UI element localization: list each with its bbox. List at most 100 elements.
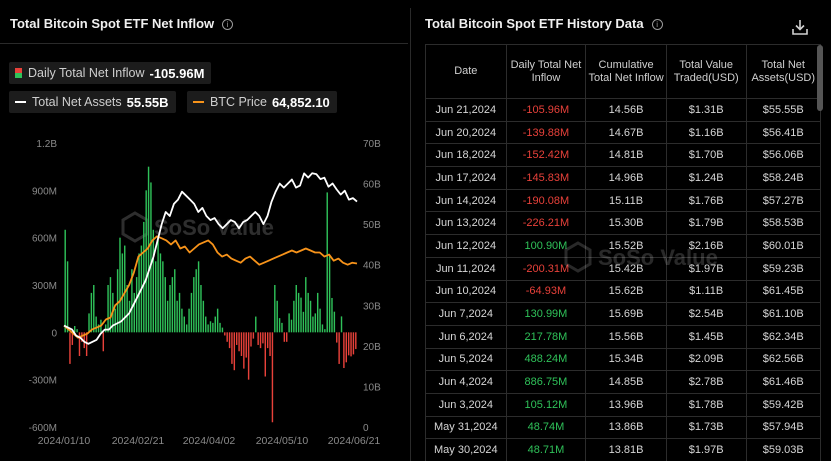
table-cell: Jun 21,2024 <box>425 98 507 122</box>
table-row[interactable]: May 30,2024 48.71M 13.81B $1.97B $59.03B <box>425 438 821 461</box>
inflow-bar <box>224 332 226 336</box>
y-left-tick-label: 900M <box>32 186 57 197</box>
table-cell: $55.55B <box>745 98 821 122</box>
table-cell: 15.34B <box>585 347 667 372</box>
inflow-bar <box>345 332 347 363</box>
table-cell: Jun 17,2024 <box>425 166 507 190</box>
y-right-tick-label: 60B <box>363 180 381 191</box>
inflow-bar <box>195 269 197 333</box>
legend-daily-inflow[interactable]: Daily Total Net Inflow -105.96M <box>9 62 212 84</box>
table-row[interactable]: Jun 18,2024 -152.42M 14.81B $1.70B $56.06B <box>425 143 821 168</box>
table-row[interactable]: Jun 13,2024 -226.21M 15.30B $1.79B $58.53B <box>425 211 821 236</box>
y-right-tick-label: 20B <box>363 342 381 353</box>
inflow-bar <box>193 277 195 333</box>
table-cell: $61.10B <box>745 302 821 326</box>
info-icon[interactable]: i <box>222 19 234 30</box>
table-row[interactable]: Jun 4,2024 886.75M 14.85B $2.78B $61.46B <box>425 370 821 394</box>
column-header[interactable]: Daily Total Net Inflow <box>505 44 587 99</box>
table-cell: $1.76B <box>665 188 747 213</box>
table-cell: 15.52B <box>585 234 667 258</box>
table-cell: $1.73B <box>665 415 747 440</box>
table-cell: May 30,2024 <box>425 438 507 461</box>
inflow-bar <box>352 332 355 355</box>
legend-inflow-value: -105.96M <box>149 65 205 81</box>
table-cell: -226.21M <box>505 211 587 236</box>
inflow-bar <box>319 308 321 333</box>
column-header[interactable]: Total Net Assets(USD) <box>745 44 821 99</box>
inflow-bar <box>293 300 295 333</box>
inflow-bar <box>97 324 100 333</box>
inflow-bar <box>126 285 128 333</box>
inflow-bar <box>212 322 214 333</box>
inflow-bar <box>69 332 71 364</box>
legend-assets-label: Total Net Assets <box>32 95 122 109</box>
inflow-bar <box>316 292 319 333</box>
table-row[interactable]: Jun 17,2024 -145.83M 14.96B $1.24B $58.24B <box>425 166 821 190</box>
inflow-bar <box>143 221 145 333</box>
download-icon[interactable] <box>791 18 809 36</box>
column-header[interactable]: Date <box>425 44 507 99</box>
inflow-bar <box>336 332 338 343</box>
inflow-bar <box>302 311 305 333</box>
net-inflow-chart[interactable]: SoSo Value 1.2B 900M 600M 300M 0 -300M -600M 7… <box>0 0 408 461</box>
inflow-bar <box>295 285 297 333</box>
table-row[interactable]: Jun 11,2024 -200.31M 15.42B $1.97B $59.23B <box>425 256 821 281</box>
inflow-bar <box>76 329 78 333</box>
panel-divider <box>410 8 411 461</box>
inflow-bar <box>328 255 331 333</box>
inflow-bar <box>162 261 164 333</box>
table-row[interactable]: Jun 5,2024 488.24M 15.34B $2.09B $62.56B <box>425 347 821 372</box>
y-left-tick-label: 0 <box>51 328 57 339</box>
inflow-bar <box>333 311 336 333</box>
table-row[interactable]: Jun 3,2024 105.12M 13.96B $1.78B $59.42B <box>425 392 821 417</box>
legend-btc-price[interactable]: BTC Price 64,852.10 <box>187 91 337 113</box>
table-row[interactable]: Jun 7,2024 130.99M 15.69B $2.54B $61.10B <box>425 302 821 326</box>
x-tick-label: 2024/04/02 <box>183 435 236 447</box>
table-row[interactable]: Jun 6,2024 217.78M 15.56B $1.45B $62.34B <box>425 324 821 349</box>
table-cell: $61.45B <box>745 279 821 304</box>
table-cell: $59.23B <box>745 256 821 281</box>
table-cell: $58.24B <box>745 166 821 190</box>
y-left-tick-label: 600M <box>32 234 57 245</box>
inflow-bar <box>228 332 231 349</box>
table-scrollbar[interactable] <box>817 45 823 111</box>
column-header[interactable]: Total Value Traded(USD) <box>665 44 747 99</box>
table-row[interactable]: Jun 20,2024 -139.88M 14.67B $1.16B $56.41B <box>425 120 821 145</box>
inflow-bar <box>214 316 216 333</box>
inflow-bar <box>231 332 233 364</box>
inflow-bar <box>209 321 212 333</box>
legend-inflow-label: Daily Total Net Inflow <box>28 66 145 80</box>
inflow-bar <box>133 292 135 333</box>
table-cell: $1.97B <box>665 438 747 461</box>
table-cell: 886.75M <box>505 370 587 394</box>
table-cell: 15.42B <box>585 256 667 281</box>
table-cell: 14.81B <box>585 143 667 168</box>
table-row[interactable]: May 31,2024 48.74M 13.86B $1.73B $57.94B <box>425 415 821 440</box>
table-title-text: Total Bitcoin Spot ETF History Data <box>425 16 644 31</box>
inflow-bar <box>197 261 200 333</box>
legend-total-net-assets[interactable]: Total Net Assets 55.55B <box>9 91 176 113</box>
table-row[interactable]: Jun 10,2024 -64.93M 15.62B $1.11B $61.45B <box>425 279 821 304</box>
table-cell: $61.46B <box>745 370 821 394</box>
column-header[interactable]: Cumulative Total Net Inflow <box>585 44 667 99</box>
inflow-bar <box>347 332 350 356</box>
inflow-bar <box>276 300 278 333</box>
y-right-tick-label: 50B <box>363 220 381 231</box>
y-right-tick-label: 0 <box>363 423 369 434</box>
table-cell: 14.67B <box>585 120 667 145</box>
inflow-bar <box>309 300 312 333</box>
table-row[interactable]: Jun 14,2024 -190.08M 15.11B $1.76B $57.27B <box>425 188 821 213</box>
inflow-bar <box>343 332 345 369</box>
table-cell: $57.27B <box>745 188 821 213</box>
table-cell: $59.03B <box>745 438 821 461</box>
table-row[interactable]: Jun 12,2024 100.90M 15.52B $2.16B $60.01B <box>425 234 821 258</box>
inflow-bar <box>350 332 352 357</box>
table-row[interactable]: Jun 21,2024 -105.96M 14.56B $1.31B $55.55B <box>425 98 821 122</box>
inflow-bar <box>262 332 264 344</box>
table-cell: $1.79B <box>665 211 747 236</box>
inflow-bar <box>216 308 219 333</box>
table-cell: 15.11B <box>585 188 667 213</box>
info-icon[interactable]: i <box>651 19 663 30</box>
inflow-bar <box>245 332 247 358</box>
inflow-bar <box>66 261 69 333</box>
